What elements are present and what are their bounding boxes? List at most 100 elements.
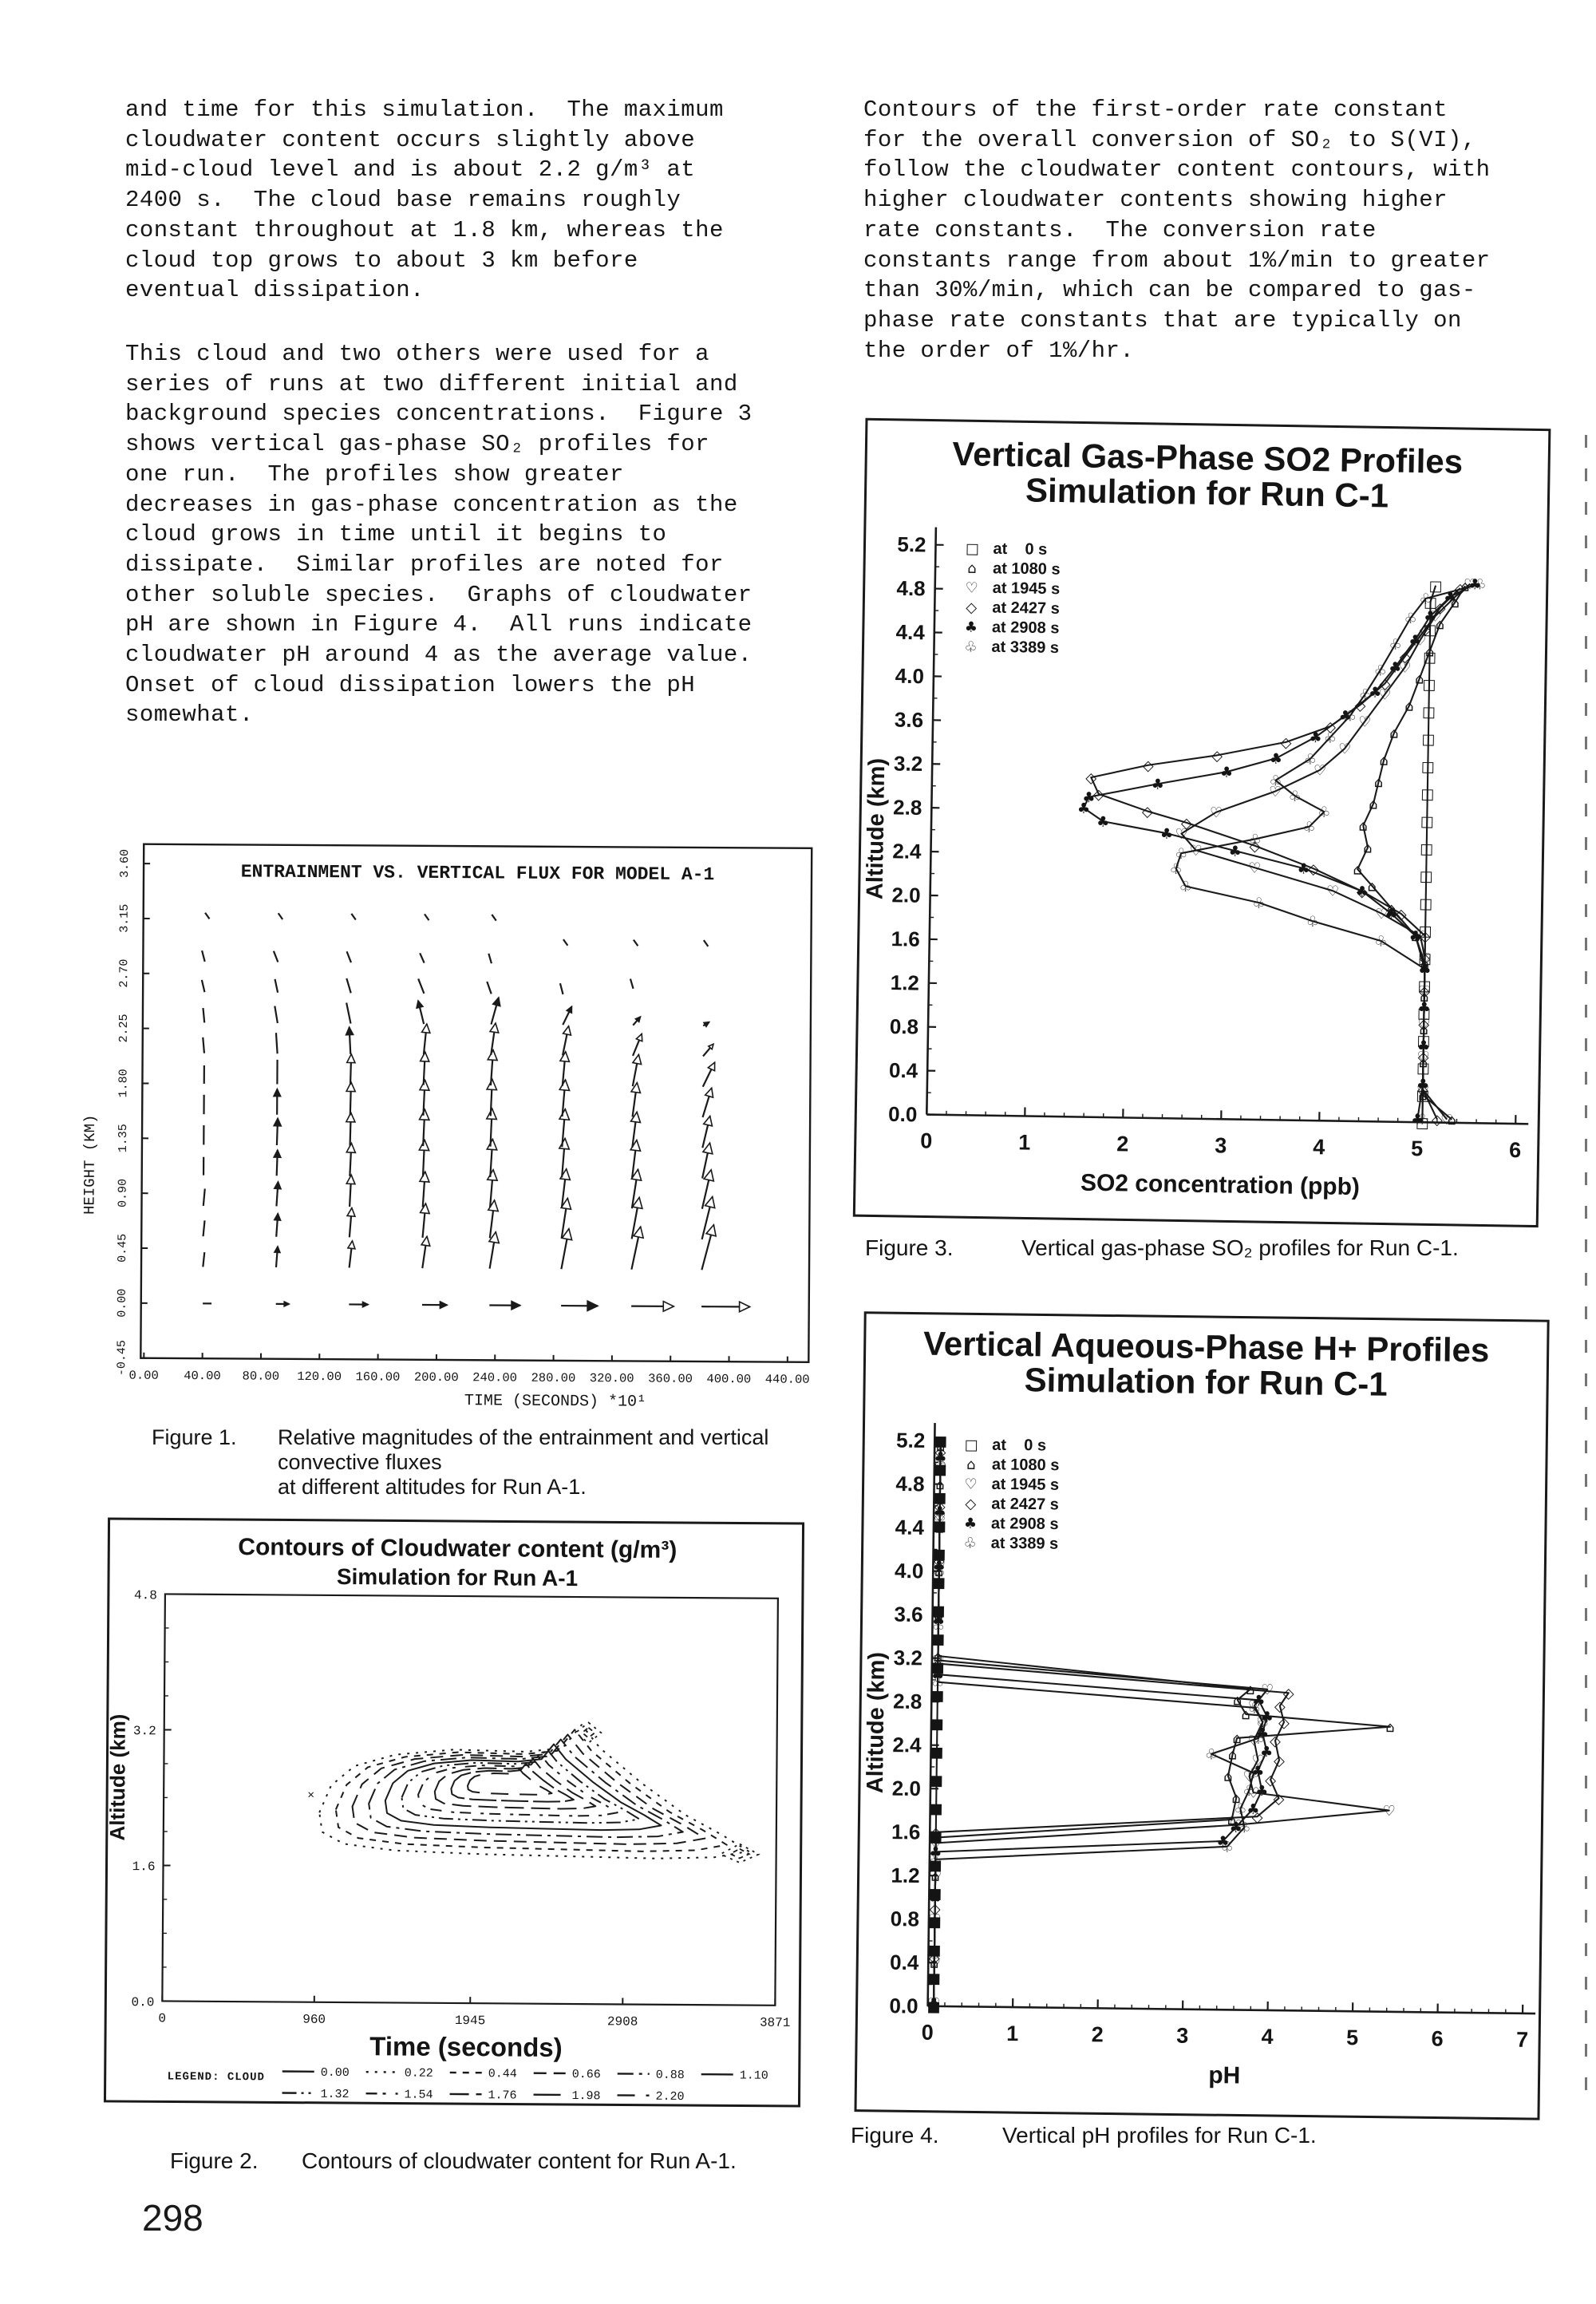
svg-text:0: 0 — [920, 1128, 933, 1152]
svg-text:5: 5 — [1411, 1136, 1424, 1160]
svg-text:♧: ♧ — [1302, 819, 1315, 836]
svg-text:♧: ♧ — [1304, 751, 1317, 768]
svg-text:♧: ♧ — [1179, 879, 1191, 895]
svg-text:♡: ♡ — [1242, 1769, 1255, 1785]
svg-text:1.76: 1.76 — [488, 2089, 516, 2102]
svg-text:3.2: 3.2 — [894, 1646, 923, 1670]
svg-text:♣: ♣ — [934, 1449, 946, 1466]
svg-text:♣: ♣ — [1417, 1000, 1430, 1017]
svg-text:0.44: 0.44 — [488, 2067, 517, 2081]
svg-text:■: ■ — [933, 1489, 946, 1506]
svg-text:♧: ♧ — [933, 1563, 946, 1580]
svg-text:TIME (SECONDS) *10¹: TIME (SECONDS) *10¹ — [464, 1392, 646, 1411]
svg-text:960: 960 — [302, 2013, 326, 2027]
left-column-paragraph-2: This cloud and two others were used for … — [125, 341, 753, 729]
svg-text:1: 1 — [1006, 2021, 1018, 2045]
svg-text:◇: ◇ — [1252, 1809, 1263, 1826]
svg-text:⌂: ⌂ — [1228, 1747, 1238, 1764]
svg-text:♣: ♣ — [1409, 928, 1422, 945]
svg-text:□: □ — [1416, 1033, 1430, 1049]
svg-text:⌂: ⌂ — [1369, 796, 1378, 813]
svg-text:□: □ — [1422, 704, 1436, 721]
svg-text:■: ■ — [930, 1744, 943, 1761]
svg-text:♡: ♡ — [1326, 883, 1339, 900]
svg-text:♣: ♣ — [1297, 861, 1310, 878]
svg-text:♧: ♧ — [1418, 961, 1431, 978]
svg-text:◇: ◇ — [1270, 1733, 1281, 1749]
svg-text:♡: ♡ — [1375, 906, 1388, 923]
svg-text:HEIGHT (KM): HEIGHT (KM) — [81, 1115, 99, 1215]
svg-text:◇: ◇ — [1418, 1049, 1429, 1065]
svg-text:◇: ◇ — [1280, 734, 1291, 751]
svg-text:♡: ♡ — [1398, 659, 1411, 676]
svg-text:at 1945 s: at 1945 s — [991, 1476, 1059, 1494]
svg-text:♧: ♧ — [1324, 729, 1337, 746]
svg-text:⌂: ⌂ — [1227, 1812, 1237, 1828]
svg-text:◇: ◇ — [1420, 622, 1431, 638]
svg-text:♡: ♡ — [1175, 826, 1187, 843]
svg-text:4.4: 4.4 — [895, 1515, 925, 1539]
svg-text:♣: ♣ — [931, 1667, 944, 1684]
svg-text:320.00: 320.00 — [590, 1371, 634, 1385]
svg-text:♣: ♣ — [1389, 659, 1401, 676]
svg-text:⌂: ⌂ — [1415, 671, 1424, 688]
svg-text:♡: ♡ — [928, 1911, 941, 1928]
svg-text:♧: ♧ — [1269, 773, 1282, 789]
svg-text:0: 0 — [922, 2021, 934, 2045]
svg-text:0.00: 0.00 — [116, 1289, 129, 1318]
svg-text:♧: ♧ — [1205, 1746, 1218, 1763]
svg-text:♣: ♣ — [1077, 800, 1090, 817]
svg-text:♡: ♡ — [929, 1836, 942, 1852]
svg-text:♣: ♣ — [1418, 961, 1431, 978]
svg-text:⌂: ⌂ — [1419, 1054, 1428, 1071]
svg-text:◇: ◇ — [1274, 1698, 1286, 1715]
svg-text:0.88: 0.88 — [656, 2069, 685, 2082]
svg-text:120.00: 120.00 — [297, 1369, 342, 1384]
svg-text:■: ■ — [932, 1575, 946, 1591]
svg-text:♧: ♧ — [1473, 576, 1486, 593]
svg-text:200.00: 200.00 — [414, 1370, 459, 1385]
svg-text:♧: ♧ — [1248, 832, 1261, 848]
svg-text:♣: ♣ — [965, 619, 978, 636]
svg-text:■: ■ — [927, 1970, 941, 1987]
svg-text:⌂: ⌂ — [1418, 1087, 1428, 1104]
svg-text:♣: ♣ — [1152, 777, 1164, 793]
svg-text:440.00: 440.00 — [765, 1372, 810, 1386]
svg-text:⌂: ⌂ — [1241, 1706, 1250, 1723]
svg-text:Simulation for Run C-1: Simulation for Run C-1 — [1025, 471, 1389, 514]
svg-text:⌂: ⌂ — [929, 1995, 938, 2012]
svg-text:⌂: ⌂ — [934, 1648, 943, 1665]
svg-text:7: 7 — [1516, 2028, 1528, 2052]
svg-text:♧: ♧ — [1252, 1730, 1265, 1747]
svg-text:■: ■ — [929, 1857, 942, 1874]
svg-text:♧: ♧ — [1416, 1077, 1429, 1093]
svg-text:◇: ◇ — [1420, 950, 1431, 967]
svg-text:♡: ♡ — [1247, 1733, 1260, 1749]
figure1-caption-label: Figure 1. — [152, 1425, 237, 1449]
svg-text:■: ■ — [928, 1886, 942, 1903]
svg-text:◇: ◇ — [1418, 1016, 1429, 1033]
svg-text:◇: ◇ — [1181, 815, 1192, 832]
svg-text:♡: ♡ — [1440, 1112, 1453, 1128]
svg-text:3871: 3871 — [760, 2016, 791, 2030]
svg-text:4.0: 4.0 — [895, 664, 925, 689]
svg-text:Contours of Cloudwater content: Contours of Cloudwater content (g/m³) — [238, 1534, 677, 1563]
svg-text:■: ■ — [930, 1716, 944, 1733]
figure3-caption: Figure 3. Vertical gas-phase SO₂ profile… — [865, 1235, 1551, 1261]
svg-text:Simulation for Run A-1: Simulation for Run A-1 — [337, 1564, 579, 1591]
svg-text:0.22: 0.22 — [405, 2067, 433, 2081]
svg-text:at 3389 s: at 3389 s — [991, 638, 1059, 657]
svg-text:⌂: ⌂ — [1420, 989, 1429, 1006]
svg-text:♧: ♧ — [929, 1890, 942, 1907]
svg-text:♣: ♣ — [1417, 1038, 1430, 1055]
svg-text:1.2: 1.2 — [891, 970, 920, 995]
svg-text:♣: ♣ — [1252, 1693, 1265, 1709]
svg-text:■: ■ — [929, 1800, 942, 1817]
svg-text:4.8: 4.8 — [134, 1588, 157, 1603]
svg-text:□: □ — [1417, 978, 1431, 994]
svg-text:Vertical Gas-Phase SO2 Profile: Vertical Gas-Phase SO2 Profiles — [952, 435, 1463, 480]
page-number: 298 — [142, 2197, 203, 2239]
svg-text:3.2: 3.2 — [894, 751, 923, 776]
svg-text:⌂: ⌂ — [934, 1607, 943, 1624]
